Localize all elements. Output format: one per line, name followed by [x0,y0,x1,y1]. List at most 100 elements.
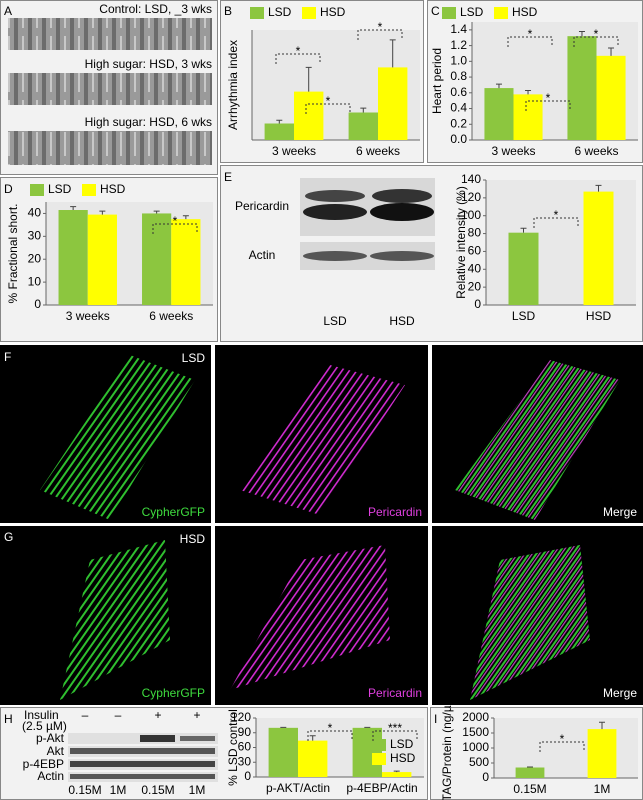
significance: * [326,94,331,108]
x-tick-label: 1M [594,782,611,796]
x-tick-label: HSD [586,309,612,323]
error-bar [495,83,502,89]
significance: * [594,27,599,41]
y-tick-label: 60 [468,244,482,258]
significance: * [328,721,333,735]
legend-label: HSD [320,5,346,19]
image-label: Pericardin [368,686,422,700]
x-tick-label: 0.15M [513,782,546,796]
band [180,736,215,741]
bar [583,191,614,305]
lane-label: HSD [389,314,415,328]
sign: + [154,708,161,722]
bar [87,214,117,305]
y-axis-label: Arrhythmia index [226,40,240,130]
kymograph [8,73,212,105]
legend-label: LSD [48,182,72,196]
y-tick-label: 0.8 [450,69,467,83]
panel-letter: H [4,712,13,726]
bracket [307,730,353,741]
legend-label: LSD [460,5,484,19]
blot-label: Actin [249,248,276,262]
bracket [533,217,579,228]
y-tick-label: 1.0 [450,54,467,68]
fiber [230,545,390,690]
bar [294,91,324,140]
panel-letter: I [434,712,437,726]
y-tick-label: 1.4 [450,22,467,36]
x-tick-label: 6 weeks [149,309,193,323]
y-tick-label: 30 [28,229,42,243]
y-tick-label: 0 [34,297,41,311]
lane-label: LSD [323,314,347,328]
error-bar [520,227,527,233]
bracket [372,730,418,741]
significance: * [560,732,565,746]
y-tick-label: 0 [244,769,251,783]
confocal-images [0,345,643,705]
x-tick-label: p-4EBP/Actin [346,781,417,795]
y-tick-label: 10 [28,274,42,288]
error-bar [393,770,400,773]
error-bar [608,47,615,56]
lane-label: 1M [110,783,127,797]
blot-label: p-4EBP [23,757,64,771]
kymograph [8,18,212,50]
legend-swatch [302,7,316,19]
lane-label: 1M [189,783,206,797]
y-axis-label: % Fractional short. [6,203,20,303]
x-tick-label: 3 weeks [272,144,316,158]
y-tick-label: 30 [238,754,252,768]
image-label: Pericardin [368,505,422,519]
bracket [539,741,585,752]
legend-swatch [82,184,96,196]
panel-letter: A [4,4,12,18]
bar [348,112,378,140]
fiber [240,365,405,515]
image-label: CypherGFP [142,686,205,700]
y-tick-label: 500 [469,755,489,769]
image-label: High sugar: HSD, 3 wks [85,57,212,71]
legend-swatch [372,739,386,751]
legend-label: HSD [512,5,538,19]
error-bar [599,721,605,730]
error-bar [70,206,77,211]
legend-label: HSD [390,751,416,765]
bracket [305,103,351,114]
panel-a-images [8,18,212,165]
sign: – [115,708,122,722]
bracket [152,223,198,234]
legend-label: LSD [268,5,292,19]
significance: * [546,91,551,105]
x-tick-label: LSD [512,309,536,323]
bar [382,772,412,777]
y-tick-label: 100 [461,208,481,222]
band [305,190,365,202]
blot-label: (2.5 µM) [22,719,67,733]
y-tick-label: 1.2 [450,38,467,52]
y-axis-label: % LSD control [226,709,240,786]
image-label: Merge [603,686,637,700]
y-tick-label: 1000 [462,740,489,754]
panel-h-blots [68,733,218,782]
y-tick-label: 90 [238,725,252,739]
error-bar [182,215,189,220]
legend-swatch [494,7,508,19]
blot-label: Actin [37,769,64,783]
y-tick-label: 20 [468,279,482,293]
error-bar [525,89,532,95]
y-tick-label: 0.0 [450,132,467,146]
panel-letter: C [431,4,440,18]
bracket [573,36,619,47]
y-tick-label: 2000 [462,710,489,724]
bar [58,210,88,305]
y-tick-label: 40 [28,206,42,220]
bar [513,94,543,140]
error-bar [389,39,396,68]
significance: * [554,208,559,222]
significance: *** [388,721,402,735]
fiber [470,545,590,700]
y-tick-label: 120 [231,710,251,724]
band [303,204,367,220]
y-tick-label: 0 [482,770,489,784]
